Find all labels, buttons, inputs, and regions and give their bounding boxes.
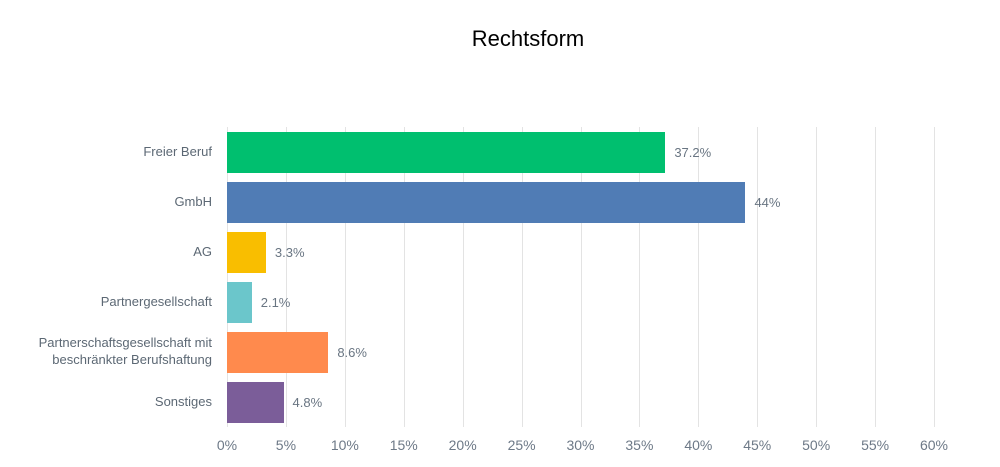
x-tick-label: 5% <box>275 437 297 453</box>
bar-gmbh[interactable] <box>227 181 746 223</box>
x-tick-label: 35% <box>625 437 654 453</box>
chart-title: Rechtsform <box>471 26 585 51</box>
gridline <box>403 127 405 427</box>
bar-row: 2.1% <box>227 277 934 327</box>
x-tick-label: 20% <box>448 437 477 453</box>
bar-partnergesellschaft[interactable] <box>227 281 252 323</box>
x-tick-label: 50% <box>802 437 831 453</box>
value-label: 37.2% <box>674 144 712 160</box>
bar-row: 4.8% <box>227 377 934 427</box>
bar-ag[interactable] <box>227 231 266 273</box>
x-tick-label: 60% <box>919 437 949 453</box>
category-label: Freier Beruf <box>143 143 212 159</box>
bar-row: 3.3% <box>227 227 934 277</box>
plot-area: 37.2% 44% 3.3% 2.1% 8.6% 4.8% <box>227 127 935 427</box>
gridline <box>462 127 464 427</box>
category-label: Partnergesellschaft <box>100 293 212 309</box>
gridline <box>816 127 818 427</box>
bar-freier[interactable] <box>227 131 666 173</box>
value-label: 4.8% <box>292 394 323 410</box>
gridline <box>521 127 523 427</box>
category-label: AG <box>193 243 212 259</box>
gridline <box>344 127 346 427</box>
bar-row: 8.6% <box>227 327 934 377</box>
gridline <box>875 127 877 427</box>
gridline <box>757 127 759 427</box>
x-tick-label: 45% <box>743 437 772 453</box>
value-label: 44% <box>754 194 781 210</box>
category-label: Partnerschaftsgesellschaft mit beschränk… <box>38 335 212 367</box>
gridline <box>934 127 935 427</box>
category-label: Sonstiges <box>154 393 212 409</box>
x-tick-label: 10% <box>330 437 359 453</box>
bar-sonstiges[interactable] <box>227 381 284 423</box>
x-tick-label: 30% <box>566 437 595 453</box>
gridline <box>227 127 228 427</box>
gridline <box>580 127 582 427</box>
bar-partnerschaftsgesellschaft[interactable] <box>227 331 329 373</box>
x-tick-label: 15% <box>389 437 418 453</box>
gridline <box>285 127 287 427</box>
x-axis-labels: 0% 5% 10% 15% 20% 25% 30% 35% 40% 45% 50% 55% 60% <box>217 437 948 455</box>
value-label: 3.3% <box>274 244 305 260</box>
x-tick-label: 0% <box>216 437 238 453</box>
gridline <box>639 127 641 427</box>
x-tick-label: 25% <box>507 437 536 453</box>
bar-row: 44% <box>227 177 934 227</box>
y-axis-labels: Freier Beruf GmbH AG Partnergesellschaft Par… <box>0 127 212 427</box>
gridline <box>698 127 700 427</box>
category-label: GmbH <box>174 193 212 209</box>
value-label: 8.6% <box>337 344 367 360</box>
bar-row: 37.2% <box>227 127 934 177</box>
x-tick-label: 55% <box>861 437 890 453</box>
value-label: 2.1% <box>260 294 291 310</box>
x-tick-label: 40% <box>684 437 713 453</box>
